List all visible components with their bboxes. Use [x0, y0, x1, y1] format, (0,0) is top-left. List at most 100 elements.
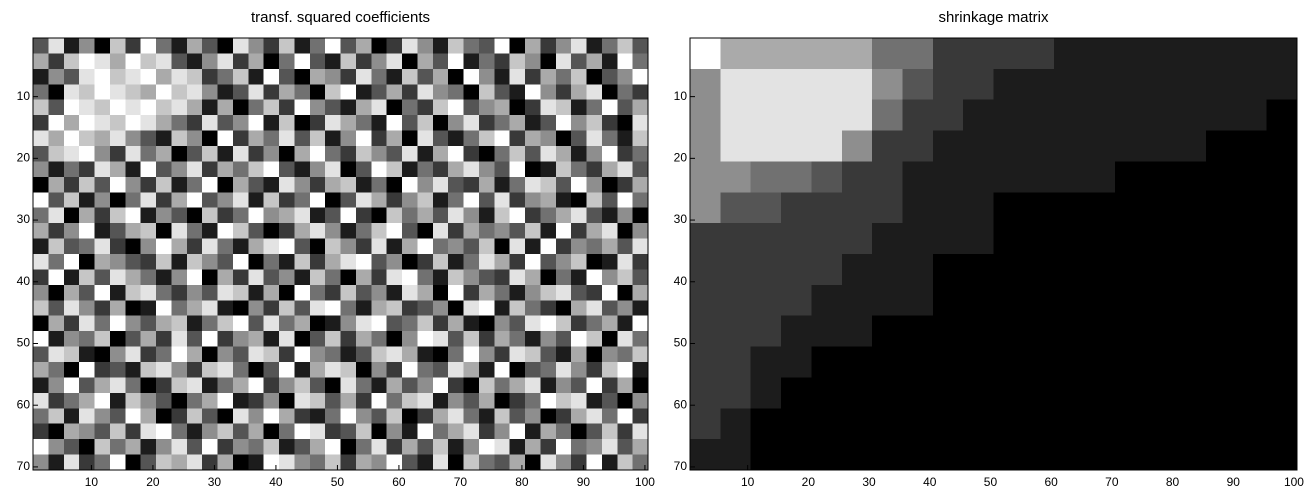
- cell: [171, 269, 188, 286]
- cell: [125, 392, 142, 409]
- cell: [109, 223, 126, 240]
- cell: [402, 269, 418, 286]
- cell: [494, 377, 511, 394]
- cell: [617, 207, 634, 224]
- cell: [417, 300, 434, 317]
- cell: [478, 300, 495, 317]
- x-tick-label: 20: [802, 475, 816, 489]
- cell: [340, 331, 357, 348]
- cell: [525, 284, 541, 301]
- cell: [571, 269, 587, 286]
- cell: [340, 176, 357, 193]
- cell: [340, 207, 357, 224]
- cell: [248, 68, 265, 85]
- cell: [63, 223, 80, 240]
- cell: [263, 377, 280, 394]
- cell: [750, 284, 782, 317]
- cell: [325, 408, 341, 425]
- cell: [386, 146, 403, 162]
- cell: [309, 84, 326, 101]
- cell: [217, 454, 234, 471]
- cell: [186, 362, 203, 378]
- cell: [232, 315, 249, 332]
- cell: [186, 115, 203, 132]
- cell: [571, 346, 587, 363]
- cell: [720, 408, 752, 440]
- cell: [33, 346, 49, 363]
- cell: [63, 84, 80, 101]
- cell: [48, 408, 65, 425]
- cell: [478, 362, 495, 378]
- cell: [993, 130, 1025, 162]
- cell: [402, 84, 418, 101]
- cell: [571, 362, 587, 378]
- cell: [48, 99, 65, 116]
- cell: [355, 68, 372, 85]
- cell: [140, 99, 157, 116]
- y-tick-label: 20: [17, 151, 31, 165]
- cell: [432, 284, 449, 301]
- cell: [63, 408, 80, 425]
- cell: [340, 315, 357, 332]
- cell: [902, 346, 934, 378]
- cell: [617, 284, 634, 301]
- cell: [540, 207, 557, 224]
- cell: [217, 38, 234, 54]
- cell: [571, 377, 587, 394]
- x-tick-label: 90: [1227, 475, 1241, 489]
- cell: [325, 439, 341, 456]
- cell: [294, 331, 311, 348]
- cell: [417, 238, 434, 255]
- cell: [720, 161, 752, 193]
- cell: [1205, 254, 1237, 286]
- cell: [601, 315, 618, 332]
- cell: [232, 423, 249, 440]
- cell: [1023, 377, 1055, 409]
- cell: [94, 254, 111, 270]
- cell: [48, 254, 65, 270]
- cell: [109, 392, 126, 409]
- x-tick-label: 30: [862, 475, 876, 489]
- cell: [125, 68, 142, 85]
- cell: [33, 377, 49, 394]
- cell: [63, 269, 80, 286]
- cell: [109, 38, 126, 54]
- cell: [494, 192, 511, 209]
- cell: [417, 454, 434, 471]
- cell: [571, 223, 587, 240]
- cell: [555, 454, 572, 471]
- cell: [432, 269, 449, 286]
- cell: [601, 238, 618, 255]
- cell: [355, 223, 372, 240]
- cell: [248, 439, 265, 456]
- cell: [432, 176, 449, 193]
- cell: [478, 254, 495, 270]
- cell: [371, 115, 388, 132]
- cell: [1084, 130, 1116, 162]
- cell: [494, 161, 511, 178]
- cell: [632, 84, 649, 101]
- cell: [202, 53, 218, 70]
- cell: [232, 238, 249, 255]
- cell: [294, 238, 311, 255]
- cell: [720, 346, 752, 378]
- cell: [156, 146, 172, 162]
- cell: [1236, 315, 1268, 348]
- cell: [156, 176, 172, 193]
- cell: [217, 331, 234, 348]
- cell: [63, 176, 80, 193]
- cell: [48, 315, 65, 332]
- cell: [617, 423, 634, 440]
- cell: [386, 84, 403, 101]
- cell: [386, 392, 403, 409]
- x-tick-label: 50: [331, 475, 345, 489]
- cell: [540, 315, 557, 332]
- cell: [325, 68, 341, 85]
- cell: [63, 454, 80, 471]
- cell: [33, 161, 49, 178]
- cell: [841, 161, 873, 193]
- cell: [325, 223, 341, 240]
- cell: [617, 176, 634, 193]
- cell: [217, 84, 234, 101]
- cell: [1205, 130, 1237, 162]
